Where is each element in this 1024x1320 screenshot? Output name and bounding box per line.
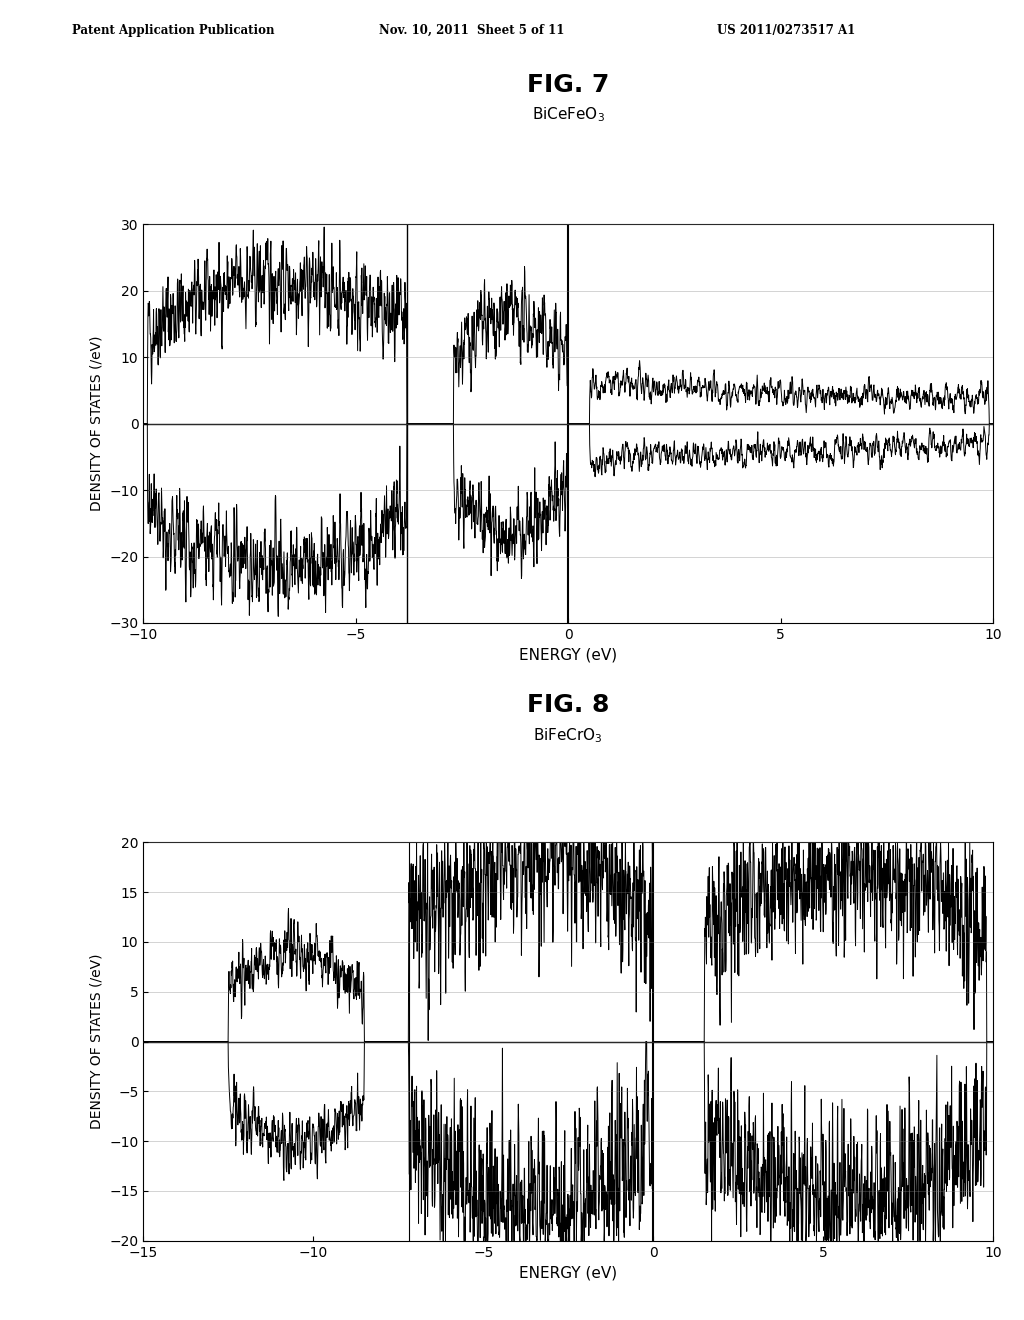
Text: BiFeCrO$_3$: BiFeCrO$_3$: [534, 726, 603, 744]
X-axis label: ENERGY (eV): ENERGY (eV): [519, 647, 617, 663]
Y-axis label: DENSITY OF STATES (/eV): DENSITY OF STATES (/eV): [90, 954, 103, 1129]
Text: US 2011/0273517 A1: US 2011/0273517 A1: [717, 24, 855, 37]
Text: FIG. 8: FIG. 8: [527, 693, 609, 717]
Text: Nov. 10, 2011  Sheet 5 of 11: Nov. 10, 2011 Sheet 5 of 11: [379, 24, 564, 37]
Text: BiCeFeO$_3$: BiCeFeO$_3$: [531, 106, 605, 124]
X-axis label: ENERGY (eV): ENERGY (eV): [519, 1265, 617, 1280]
Text: Patent Application Publication: Patent Application Publication: [72, 24, 274, 37]
Text: FIG. 7: FIG. 7: [527, 73, 609, 96]
Y-axis label: DENSITY OF STATES (/eV): DENSITY OF STATES (/eV): [90, 337, 103, 511]
